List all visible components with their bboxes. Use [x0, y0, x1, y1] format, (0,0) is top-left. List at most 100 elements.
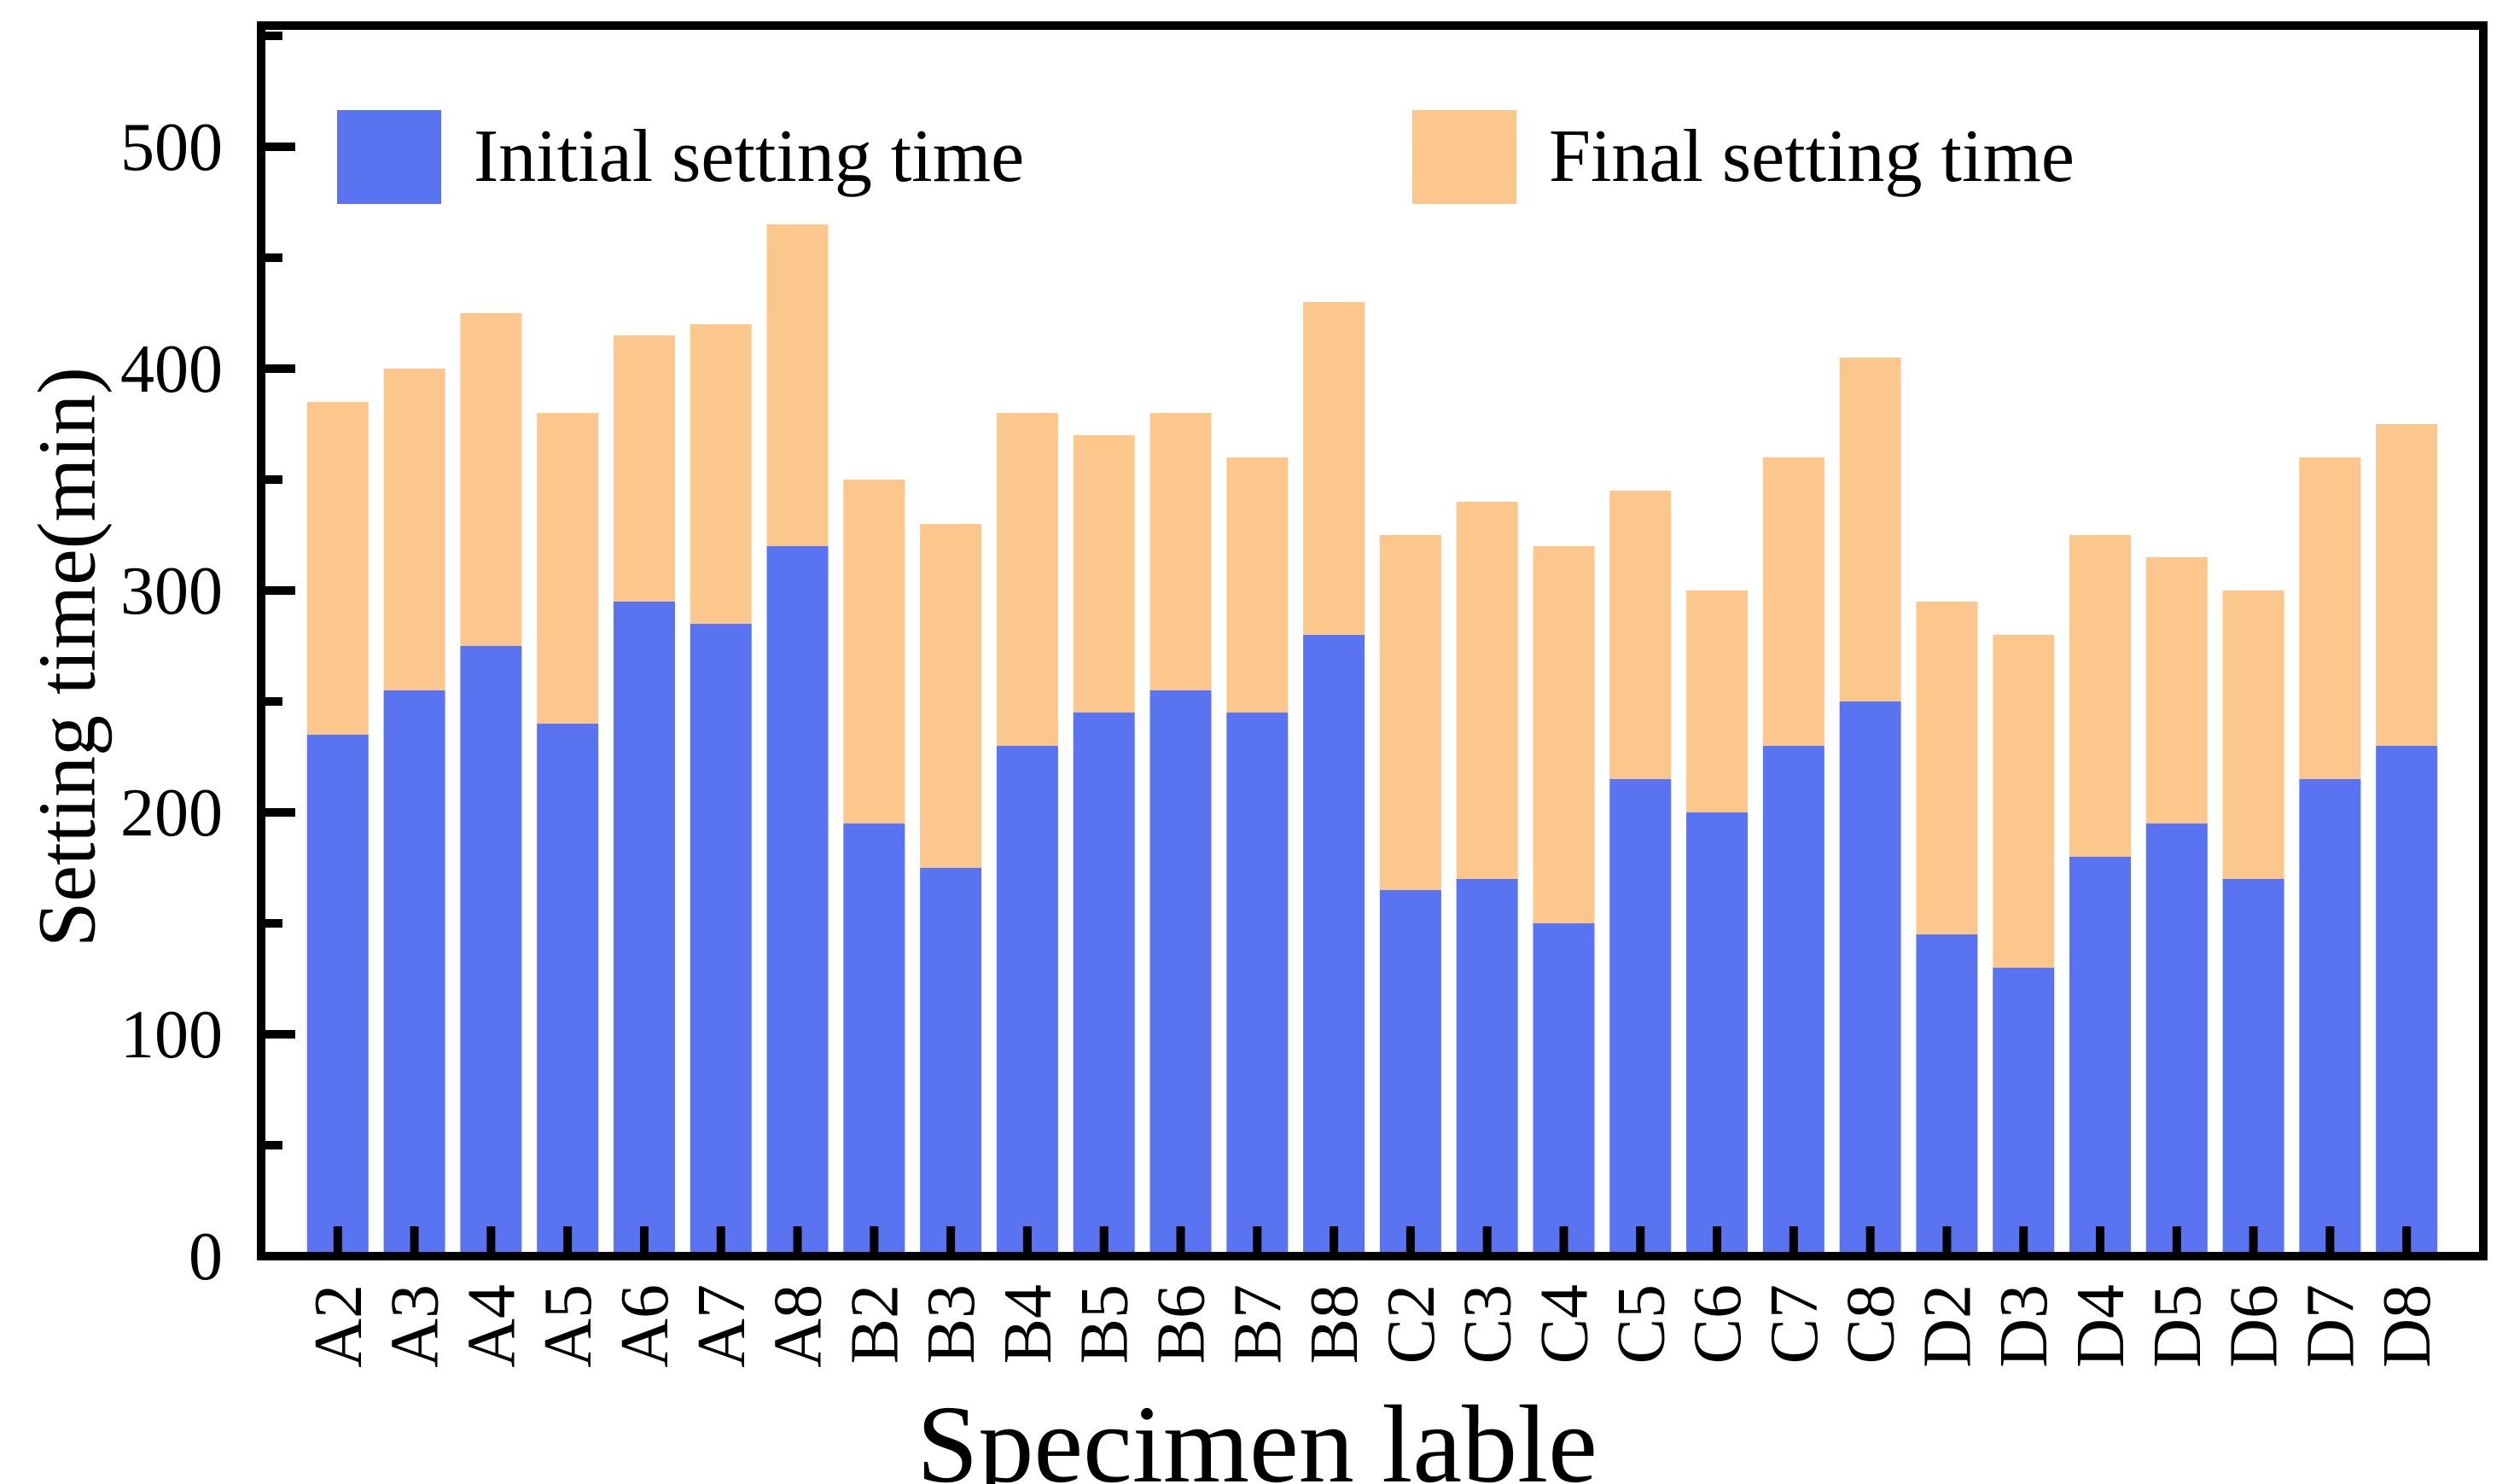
x-tick-label-C3: C3 — [1451, 1284, 1526, 1364]
x-axis-title: Specimen lable — [917, 1383, 1597, 1484]
x-tick-label-C6: C6 — [1680, 1284, 1755, 1364]
x-tick-label-D7: D7 — [2293, 1284, 2368, 1368]
bar-D8-final-segment — [2376, 424, 2438, 746]
legend-item-initial: Initial setting time — [337, 109, 1024, 205]
y-tick-label-500: 500 — [120, 110, 223, 185]
x-tick-label-C7: C7 — [1757, 1284, 1832, 1364]
bar-B5-final-segment — [1073, 435, 1135, 713]
x-tick-label-C4: C4 — [1527, 1284, 1602, 1364]
x-tick-label-B7: B7 — [1220, 1284, 1295, 1364]
bar-A3-final-segment — [383, 369, 445, 690]
bar-B2-initial-segment — [843, 823, 905, 1256]
bar-D5-initial-segment — [2145, 823, 2208, 1256]
legend-swatch-final — [1412, 110, 1516, 204]
bar-A6-initial-segment — [613, 602, 675, 1256]
bar-B6-final-segment — [1149, 413, 1212, 690]
x-tick-label-B2: B2 — [837, 1284, 912, 1364]
bar-D2-initial-segment — [1916, 934, 1978, 1256]
x-tick-label-B6: B6 — [1144, 1284, 1219, 1364]
bar-D7-final-segment — [2299, 457, 2361, 779]
legend-label-final: Final setting time — [1549, 115, 2075, 198]
y-tick-label-300: 300 — [120, 554, 223, 629]
y-tick-label-100: 100 — [120, 998, 223, 1073]
bar-B3-initial-segment — [920, 868, 982, 1256]
x-tick-label-D8: D8 — [2370, 1284, 2445, 1368]
bar-A4-final-segment — [460, 313, 522, 646]
x-tick-label-C2: C2 — [1374, 1284, 1449, 1364]
bar-B7-initial-segment — [1226, 713, 1289, 1256]
bar-C4-initial-segment — [1533, 923, 1595, 1256]
bar-A7-initial-segment — [690, 624, 752, 1256]
bar-B4-final-segment — [996, 413, 1058, 746]
bar-A4-initial-segment — [460, 646, 522, 1256]
bar-A8-final-segment — [766, 224, 829, 546]
bar-A7-final-segment — [690, 324, 752, 624]
bar-C8-final-segment — [1839, 358, 1901, 701]
legend-item-final: Final setting time — [1412, 109, 2075, 205]
bar-C4-final-segment — [1533, 546, 1595, 923]
x-tick-label-D3: D3 — [1987, 1284, 2062, 1368]
y-tick-label-0: 0 — [189, 1219, 223, 1295]
x-tick-label-A6: A6 — [608, 1284, 683, 1368]
x-tick-label-A2: A2 — [301, 1284, 376, 1368]
bar-D6-initial-segment — [2222, 879, 2284, 1256]
bar-D5-final-segment — [2145, 557, 2208, 823]
bar-C5-initial-segment — [1609, 779, 1672, 1256]
x-tick-label-B8: B8 — [1297, 1284, 1372, 1364]
bar-B2-final-segment — [843, 480, 905, 823]
bar-A2-final-segment — [306, 402, 369, 735]
bar-C3-initial-segment — [1456, 879, 1518, 1256]
y-axis-title: Setting time(min) — [20, 367, 113, 947]
bar-C5-final-segment — [1609, 491, 1672, 779]
bar-D7-initial-segment — [2299, 779, 2361, 1256]
x-tick-label-B4: B4 — [991, 1284, 1066, 1364]
bar-D8-initial-segment — [2376, 746, 2438, 1256]
bar-B6-initial-segment — [1149, 690, 1212, 1256]
bar-C6-final-segment — [1686, 591, 1749, 812]
bar-B4-initial-segment — [996, 746, 1058, 1256]
y-tick-label-400: 400 — [120, 332, 223, 407]
x-tick-label-B3: B3 — [914, 1284, 989, 1364]
x-tick-label-A5: A5 — [531, 1284, 606, 1368]
bar-B8-final-segment — [1303, 302, 1365, 635]
bar-C2-initial-segment — [1379, 890, 1441, 1256]
bar-A2-initial-segment — [306, 735, 369, 1256]
bar-A3-initial-segment — [383, 690, 445, 1256]
x-tick-label-A8: A8 — [761, 1284, 836, 1368]
y-tick-label-200: 200 — [120, 776, 223, 851]
bar-B7-final-segment — [1226, 457, 1289, 713]
legend-label-initial: Initial setting time — [474, 115, 1025, 198]
bar-C8-initial-segment — [1839, 701, 1901, 1256]
bar-C7-initial-segment — [1762, 746, 1824, 1256]
x-tick-label-D5: D5 — [2140, 1284, 2215, 1368]
bar-D2-final-segment — [1916, 602, 1978, 934]
x-tick-label-D2: D2 — [1910, 1284, 1985, 1368]
bar-B3-final-segment — [920, 524, 982, 868]
bar-C6-initial-segment — [1686, 812, 1749, 1256]
bar-A5-initial-segment — [537, 724, 599, 1256]
bar-D4-initial-segment — [2069, 857, 2132, 1256]
bar-B8-initial-segment — [1303, 635, 1365, 1256]
plot-frame — [257, 21, 2488, 1260]
x-tick-label-B5: B5 — [1068, 1284, 1143, 1364]
bar-D3-final-segment — [1993, 635, 2055, 968]
x-tick-label-A3: A3 — [378, 1284, 453, 1368]
bar-C7-final-segment — [1762, 457, 1824, 746]
x-tick-label-D4: D4 — [2063, 1284, 2139, 1368]
legend-swatch-initial — [337, 110, 441, 204]
bar-B5-initial-segment — [1073, 713, 1135, 1256]
bar-D4-final-segment — [2069, 535, 2132, 857]
bar-A8-initial-segment — [766, 546, 829, 1256]
bar-D6-final-segment — [2222, 591, 2284, 879]
bar-A6-final-segment — [613, 335, 675, 602]
x-tick-label-A4: A4 — [454, 1284, 529, 1368]
bar-C2-final-segment — [1379, 535, 1441, 890]
bar-A5-final-segment — [537, 413, 599, 724]
bar-D3-initial-segment — [1993, 968, 2055, 1256]
bar-C3-final-segment — [1456, 502, 1518, 879]
x-tick-label-A7: A7 — [684, 1284, 759, 1368]
x-tick-label-C8: C8 — [1834, 1284, 1909, 1364]
x-tick-label-D6: D6 — [2217, 1284, 2292, 1368]
